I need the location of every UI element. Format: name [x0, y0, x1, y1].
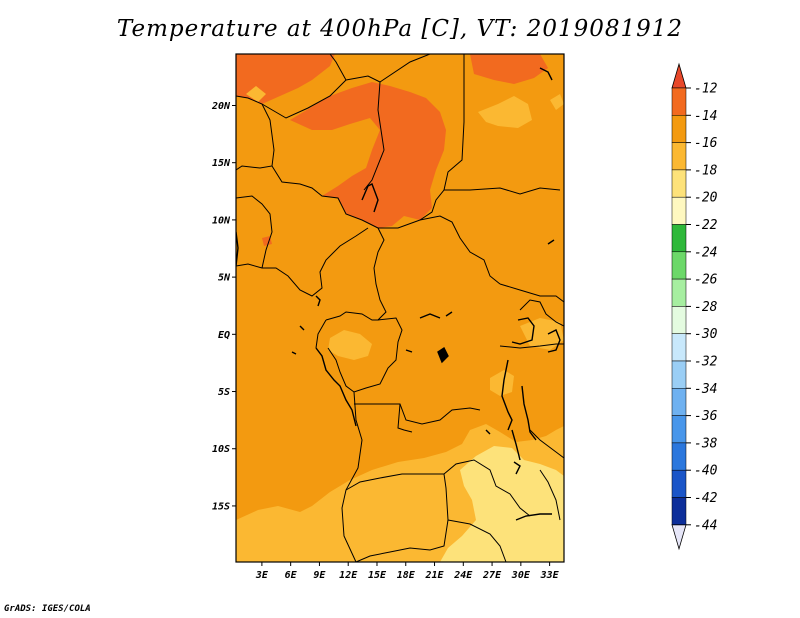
colorbar-label: -12 — [694, 82, 718, 97]
lat-tick-label: 5N — [218, 273, 231, 284]
lat-tick-label: 20N — [211, 101, 231, 112]
lon-tick-label: 6E — [285, 570, 298, 581]
colorbar-label: -30 — [694, 327, 718, 342]
colorbar-label: -40 — [694, 464, 718, 479]
colorbar-swatch — [671, 169, 687, 198]
cool-region-east-lakes — [520, 318, 564, 350]
colorbar-swatch — [671, 87, 687, 116]
cool-region-west-patch — [246, 86, 266, 102]
colorbar-label: -34 — [694, 382, 717, 397]
colorbar-label: -14 — [694, 109, 717, 124]
country-borders — [236, 54, 564, 562]
colorbar-swatch — [671, 360, 687, 389]
colorbar-label: -28 — [694, 300, 718, 315]
lon-tick-label: 3E — [255, 570, 269, 581]
colorbar-label: -22 — [694, 218, 718, 233]
colorbar-label: -32 — [694, 355, 718, 370]
cool-region-northeast — [478, 96, 532, 128]
map-title: Temperature at 400hPa [C], VT: 201908191… — [116, 16, 684, 42]
colorbar-swatch — [671, 415, 687, 444]
map-frame — [235, 53, 565, 563]
coolest-region-south — [440, 446, 564, 562]
warm-region-north-center — [290, 82, 446, 228]
lon-tick-label: 24E — [453, 570, 473, 581]
lon-tick-label: 21E — [424, 570, 444, 581]
colorbar-swatch — [671, 442, 687, 471]
colorbar-swatch — [671, 142, 687, 171]
lon-tick-label: 18E — [397, 570, 416, 581]
lon-tick-label: 15E — [368, 570, 387, 581]
colorbar-swatch — [671, 251, 687, 280]
colorbar-swatch — [671, 224, 687, 253]
colorbar-label: -20 — [694, 191, 718, 206]
colorbar-swatch — [671, 333, 687, 362]
lon-tick-label: 12E — [339, 570, 358, 581]
colorbar-swatch — [671, 196, 687, 225]
lat-tick-label: 15S — [212, 501, 230, 512]
colorbar-label: -44 — [694, 518, 717, 533]
colorbar-swatch — [671, 115, 687, 143]
colorbar-label: -36 — [694, 409, 718, 424]
colorbar-swatch — [671, 388, 687, 416]
colorbar-label: -38 — [694, 436, 718, 451]
warm-region-northeast — [470, 54, 548, 84]
latitude-axis: 20N 15N 10N 5N EQ 5S 10S 15S — [211, 101, 236, 512]
longitude-axis: 3E 6E 9E 12E 15E 18E 21E 24E 27E 30E 33E — [255, 562, 560, 581]
lat-tick-label: 5S — [218, 387, 230, 398]
colorbar-swatch — [671, 497, 687, 526]
colorbar-swatch — [671, 469, 687, 498]
cool-region-congo — [328, 330, 372, 360]
coastlines-and-lakes — [236, 67, 561, 521]
lat-tick-label: 10S — [212, 444, 230, 455]
colorbar-label: -26 — [694, 273, 718, 288]
colorbar-label: -16 — [694, 136, 718, 151]
colorbar-label: -42 — [694, 491, 718, 506]
colorbar-label: -24 — [694, 245, 717, 260]
temperature-field — [236, 54, 564, 562]
lon-tick-label: 27E — [482, 570, 502, 581]
colorbar-label: -18 — [694, 163, 718, 178]
colorbar-bottom-arrow — [671, 524, 687, 551]
colorbar: -12 -14 -16 -18 -20 -22 -24 -26 -28 -30 -32 -34 -36 -… — [671, 62, 718, 551]
lon-tick-label: 9E — [313, 570, 326, 581]
lat-tick-label: 10N — [212, 215, 231, 226]
colorbar-top-arrow — [671, 62, 687, 89]
lat-tick-label: EQ — [218, 330, 230, 341]
grads-credit: GrADS: IGES/COLA — [4, 604, 91, 614]
colorbar-swatch — [671, 278, 687, 307]
colorbar-swatch — [671, 306, 687, 334]
lon-tick-label: 30E — [511, 570, 531, 581]
lat-tick-label: 15N — [212, 158, 231, 169]
cool-region-east-patch — [550, 94, 564, 110]
cool-region-lakes — [490, 370, 514, 396]
lon-tick-label: 33E — [540, 570, 560, 581]
